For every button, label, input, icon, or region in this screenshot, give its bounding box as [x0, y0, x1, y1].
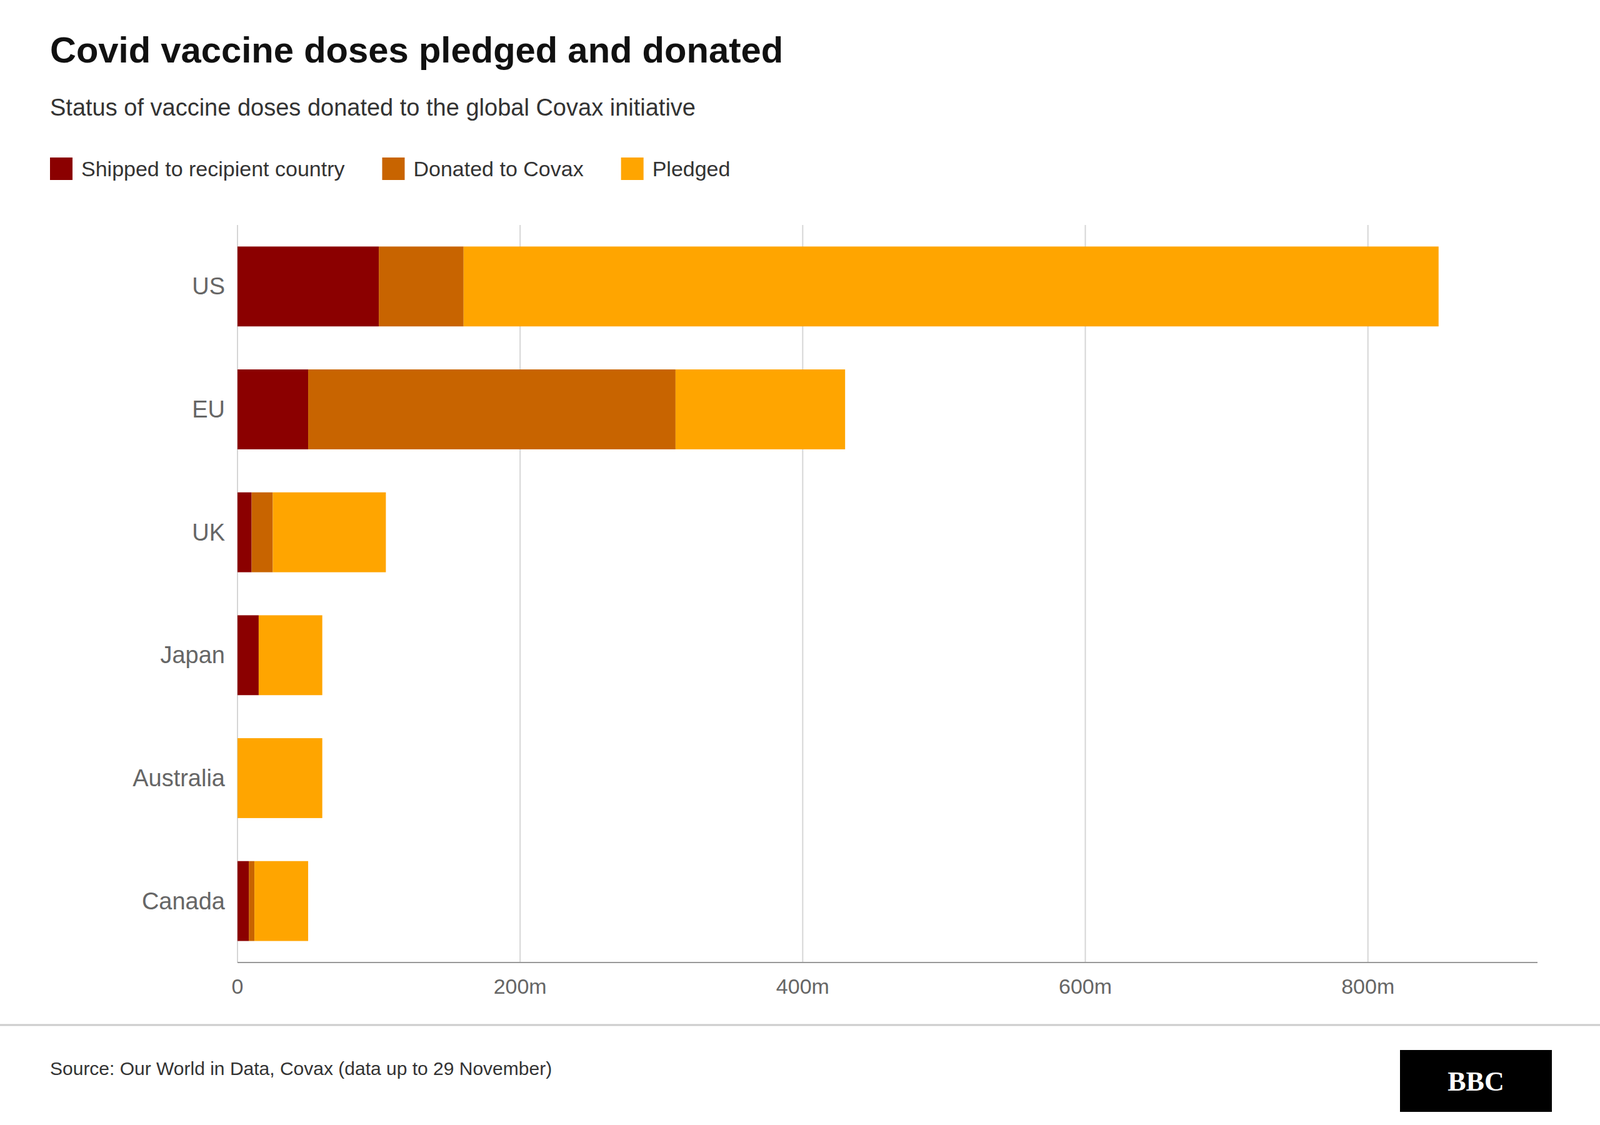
- x-axis-line: [237, 961, 1538, 964]
- grid-line: [1367, 225, 1369, 963]
- category-label: US: [191, 273, 225, 300]
- category-label: EU: [191, 396, 225, 423]
- title: Covid vaccine doses pledged and donated: [50, 29, 784, 70]
- legend-label: Donated to Covax: [413, 156, 584, 181]
- bar: [251, 492, 274, 573]
- bar: [463, 246, 1439, 327]
- legend: Shipped to recipient country Donated to C…: [50, 156, 730, 181]
- category-label: UK: [191, 519, 225, 546]
- grid-line: [519, 225, 521, 963]
- separator: [0, 1024, 1600, 1027]
- bar: [237, 369, 309, 450]
- logo-box: [1400, 1050, 1552, 1112]
- legend-label: Pledged: [652, 156, 731, 181]
- grid: [237, 225, 1369, 963]
- category-label: Japan: [160, 641, 225, 669]
- source: Source: Our World in Data, Covax (data u…: [50, 1058, 552, 1079]
- logo: BBC: [1400, 1050, 1552, 1112]
- grid-line: [801, 225, 804, 963]
- background: [0, 0, 1600, 1125]
- chart: Covid vaccine doses pledged and donated S…: [0, 0, 1600, 1125]
- legend-swatch: [381, 157, 405, 180]
- bar: [237, 861, 249, 942]
- bar: [254, 861, 309, 942]
- bars: [237, 246, 1439, 941]
- legend-swatch: [621, 157, 644, 180]
- bar: [237, 492, 252, 573]
- bar: [237, 738, 323, 819]
- bar: [675, 369, 845, 450]
- bar: [237, 615, 259, 695]
- category-label: Australia: [132, 765, 226, 792]
- legend-swatch: [50, 157, 73, 180]
- bar: [248, 861, 255, 942]
- bar: [308, 369, 676, 450]
- bar: [258, 615, 323, 695]
- logo-text: BBC: [1447, 1066, 1504, 1097]
- subtitle: Status of vaccine doses donated to the g…: [50, 94, 696, 121]
- bar: [378, 246, 464, 327]
- bar: [237, 246, 379, 327]
- tick-label: 600m: [1058, 974, 1112, 999]
- y-axis: US EU UK Japan Australia Canada: [132, 273, 226, 914]
- tick-label: 0: [231, 974, 244, 999]
- grid-line: [236, 225, 239, 963]
- x-axis: 0 200m 400m 600m 800m: [231, 962, 1538, 999]
- tick-label: 200m: [493, 974, 547, 999]
- bar: [273, 492, 387, 573]
- tick-label: 400m: [776, 974, 830, 999]
- category-label: Canada: [141, 888, 226, 915]
- legend-label: Shipped to recipient country: [81, 156, 345, 181]
- grid-line: [1085, 225, 1087, 963]
- tick-label: 800m: [1341, 974, 1395, 999]
